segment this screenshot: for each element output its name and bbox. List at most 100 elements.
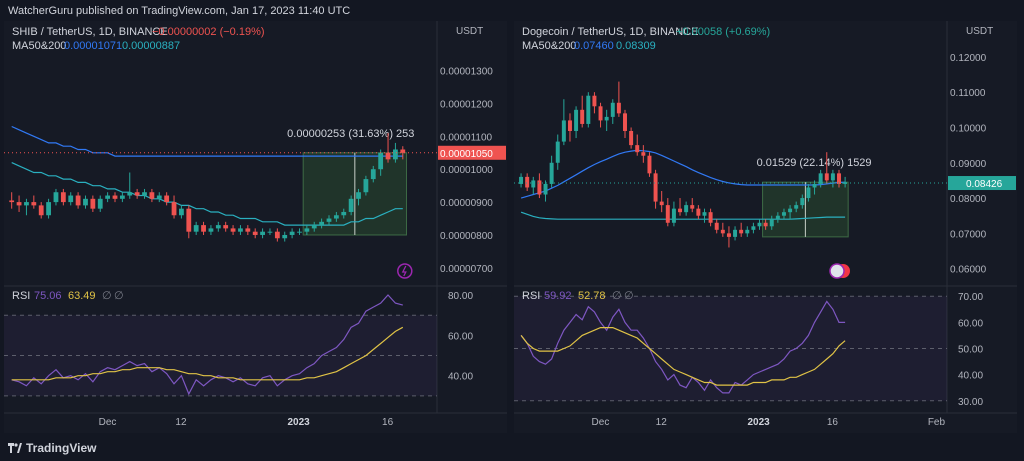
price-tick-label: 0.08000 [950,194,987,205]
rsi-line [520,300,846,394]
price-tick-label: 0.10000 [950,123,987,134]
last-price-tag [438,145,506,160]
rsi-tick-label: 50.00 [958,345,983,356]
candle [837,173,841,184]
candle [702,212,707,216]
candle [781,212,786,216]
rsi-null-value: ∅ [102,290,112,302]
candle [46,202,51,216]
price-tick-label: 0.07000 [950,229,987,240]
candle [610,102,615,117]
rsi-tick-label: 80.00 [448,291,473,302]
candle [356,192,361,199]
candle [818,173,823,184]
currency-label: USDT [966,26,993,37]
candle [806,187,811,199]
shib-chart-svg[interactable]: 0.00001300 0.00001200 0.00001100 0.00001000… [4,21,507,433]
candle [311,225,317,229]
candle [142,192,147,196]
candle [549,162,554,184]
price-tick-label: 0.12000 [950,53,987,64]
tradingview-logo[interactable]: TradingView [8,441,96,455]
rsi-ma-value: 63.49 [68,290,96,302]
candle [616,102,621,114]
candle [794,205,799,209]
candle [800,198,805,206]
candle [105,195,111,199]
time-tick-label: Dec [592,417,610,428]
candle [319,221,325,226]
candle [763,222,768,227]
candle [90,198,96,209]
candle [659,201,664,206]
last-price-tag [948,176,1016,191]
candle [363,179,369,193]
rsi-null-value: ∅ [114,290,124,302]
candle [252,231,258,235]
time-tick-label: Dec [99,417,117,428]
candle [696,208,701,216]
price-tick-label: 0.00000900 [440,198,493,209]
candle [598,106,603,121]
candle [378,152,384,170]
candle [53,192,59,203]
candle [592,95,597,107]
price-tick-label: 0.00001300 [440,67,493,78]
last-price-label: 0.08426 [966,179,1003,190]
candle [186,208,192,232]
ma50-line [520,149,846,199]
time-tick-label: 12 [175,417,187,428]
candle [83,198,88,206]
candle [739,229,744,234]
change-label: −0.00000002 (−0.19%) [152,26,265,38]
candle [370,169,376,180]
candle [245,228,251,232]
candle [260,231,265,235]
change-label: +0.00058 (+0.69%) [676,26,770,38]
candle [769,219,774,227]
candle [193,225,199,232]
candle [75,195,81,206]
candle [179,208,184,216]
rsi-label: RSI [522,290,540,302]
symbol-label: Dogecoin / TetherUS, 1D, BINANCE [522,26,698,38]
candle [156,195,162,199]
candle [726,233,731,237]
rsi-null-value: ∅ [612,290,622,302]
candle [574,109,579,131]
candle [543,183,548,195]
candle [531,180,536,188]
doge-chart-panel[interactable]: 0.12000 0.11000 0.10000 0.09000 0.08000 0.070… [514,21,1017,433]
candle [824,173,829,181]
candle [238,228,243,232]
candle [555,141,560,163]
tradingview-logo-icon [8,443,22,453]
ma200-value: 0.00000887 [122,40,180,52]
candle [31,202,37,206]
candle [333,215,339,219]
shib-chart-panel[interactable]: 0.00001300 0.00001200 0.00001100 0.00001000… [4,21,507,433]
candle [690,205,695,209]
candle [282,234,288,239]
ma50-value: 0.00001071 [64,40,122,52]
candle [525,176,530,188]
time-tick-label: Feb [928,417,946,428]
doge-chart-svg[interactable]: 0.12000 0.11000 0.10000 0.09000 0.08000 0.070… [514,21,1017,433]
candle [684,205,689,213]
candle [751,226,756,230]
candle [119,195,125,199]
candle [812,183,817,188]
candle [635,145,640,153]
candle [223,225,229,229]
candle [127,192,133,196]
ma-label: MA50&200 [12,40,66,52]
candle [68,195,74,203]
candle [341,211,347,216]
price-tick-label: 0.00001100 [440,132,493,143]
rsi-value: 75.06 [34,290,62,302]
candle [757,222,762,227]
ma50-value: 0.07460 [574,40,614,52]
rsi-ma-value: 52.78 [578,290,606,302]
price-tick-label: 0.00000800 [440,231,493,242]
candle [201,225,206,232]
